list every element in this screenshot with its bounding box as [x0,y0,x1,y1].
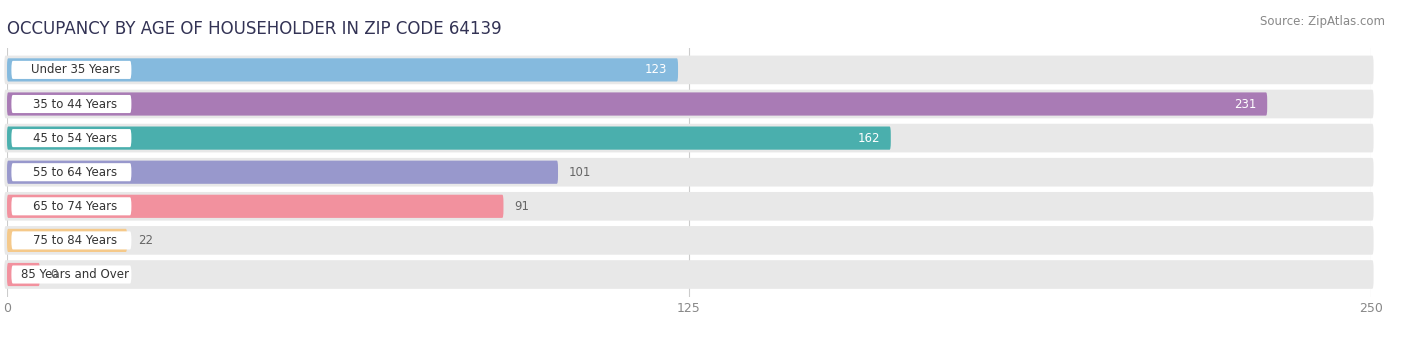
FancyBboxPatch shape [4,124,1374,152]
FancyBboxPatch shape [11,61,131,79]
Text: 91: 91 [515,200,530,213]
Text: 55 to 64 Years: 55 to 64 Years [34,166,117,179]
FancyBboxPatch shape [7,58,678,81]
Text: Source: ZipAtlas.com: Source: ZipAtlas.com [1260,15,1385,28]
FancyBboxPatch shape [11,163,131,181]
Text: 231: 231 [1234,98,1257,110]
Text: 0: 0 [51,268,58,281]
FancyBboxPatch shape [11,265,131,284]
FancyBboxPatch shape [7,229,127,252]
FancyBboxPatch shape [11,231,131,250]
FancyBboxPatch shape [4,260,1374,289]
Text: 101: 101 [569,166,592,179]
Text: 35 to 44 Years: 35 to 44 Years [34,98,117,110]
FancyBboxPatch shape [7,263,39,286]
FancyBboxPatch shape [4,90,1374,118]
FancyBboxPatch shape [11,197,131,216]
Text: 162: 162 [858,132,880,145]
FancyBboxPatch shape [7,92,1267,116]
Text: Under 35 Years: Under 35 Years [31,63,120,76]
FancyBboxPatch shape [11,95,131,113]
FancyBboxPatch shape [11,129,131,147]
FancyBboxPatch shape [7,161,558,184]
FancyBboxPatch shape [4,56,1374,84]
Text: 75 to 84 Years: 75 to 84 Years [34,234,117,247]
FancyBboxPatch shape [7,127,891,150]
Text: 123: 123 [645,63,666,76]
Text: 85 Years and Over: 85 Years and Over [21,268,129,281]
FancyBboxPatch shape [4,226,1374,255]
FancyBboxPatch shape [4,158,1374,187]
Text: 65 to 74 Years: 65 to 74 Years [34,200,117,213]
FancyBboxPatch shape [4,192,1374,221]
Text: 22: 22 [138,234,153,247]
Text: OCCUPANCY BY AGE OF HOUSEHOLDER IN ZIP CODE 64139: OCCUPANCY BY AGE OF HOUSEHOLDER IN ZIP C… [7,20,502,38]
Text: 45 to 54 Years: 45 to 54 Years [34,132,117,145]
FancyBboxPatch shape [7,195,503,218]
